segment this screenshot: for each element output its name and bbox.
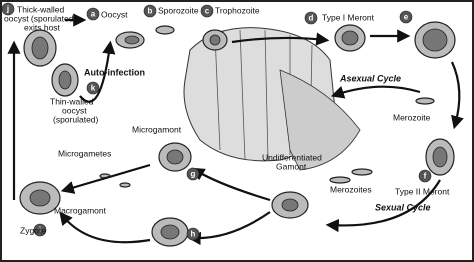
- node-letter: g: [191, 170, 196, 179]
- node-label: Merozoites: [330, 184, 372, 194]
- cycle-label: Auto-infection: [84, 67, 145, 77]
- node-letter: b: [148, 7, 153, 16]
- node-label: Oocyst: [101, 9, 128, 19]
- node-label: Merozoite: [393, 112, 431, 122]
- node-label: Zygote: [20, 225, 46, 235]
- node-label: Macrogamont: [54, 205, 107, 215]
- labels: Thick-walled oocyst (sporulated) exits h…: [4, 4, 450, 235]
- node-label: oocyst (sporulated): [4, 13, 76, 23]
- node-label: Type II Meront: [395, 186, 450, 196]
- node-label: Gamont: [276, 161, 307, 171]
- node-letter: j: [6, 5, 9, 14]
- cycle-label: Asexual Cycle: [339, 73, 401, 83]
- node-letter: k: [91, 84, 96, 93]
- badges: j a b c d e f g h i k: [1, 2, 432, 241]
- node-letter: e: [404, 13, 409, 22]
- node-label: oocyst: [62, 105, 87, 115]
- node-label: (sporulated): [53, 114, 99, 124]
- node-label: Sporozoite: [158, 5, 199, 15]
- node-label: Microgametes: [58, 148, 111, 158]
- node-label: Microgamont: [132, 124, 182, 134]
- node-label: Type I Meront: [322, 12, 375, 22]
- node-label: Thick-walled: [17, 4, 65, 14]
- cycle-label: Sexual Cycle: [375, 202, 431, 212]
- gut-tissue: [183, 27, 361, 171]
- node-letter: i: [39, 226, 41, 235]
- node-label: Thin-walled: [50, 96, 94, 106]
- arrows: [7, 13, 464, 246]
- node-letter: f: [424, 172, 427, 181]
- node-label: exits host: [24, 22, 61, 32]
- node-letter: c: [205, 7, 210, 16]
- node-letter: d: [309, 14, 314, 23]
- node-letter: a: [91, 10, 96, 19]
- node-label: Trophozoite: [215, 5, 260, 15]
- cells: [19, 21, 456, 247]
- node-letter: h: [191, 230, 196, 239]
- node-label: Undifferentiated: [262, 152, 322, 162]
